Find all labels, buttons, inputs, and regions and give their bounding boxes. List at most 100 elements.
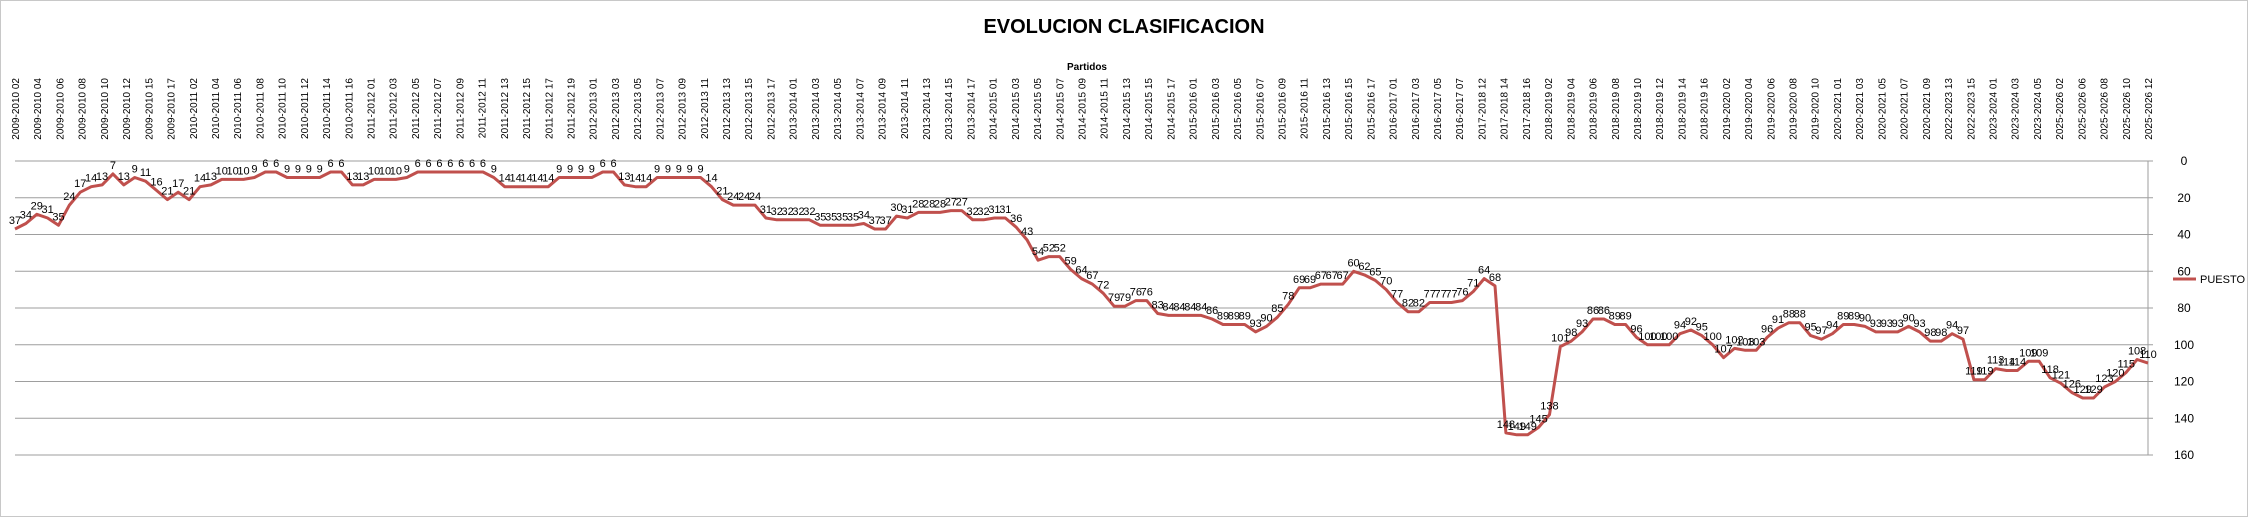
x-tick-label: 2019-2020 06 [1766, 78, 1777, 140]
data-label: 121 [2052, 369, 2070, 381]
data-label: 110 [2139, 349, 2157, 361]
y-axis-ticks: 0 20 40 60 80 100 120 140 160 [2147, 154, 2194, 462]
data-label: 31 [42, 204, 54, 216]
x-tick-label: 2009-2010 15 [144, 78, 155, 140]
data-label: 16 [150, 176, 162, 188]
data-label: 37 [879, 215, 891, 227]
x-tick-label: 2012-2013 13 [722, 78, 733, 140]
x-tick-label: 2011-2012 07 [433, 78, 444, 139]
y-tick-label: 20 [2177, 191, 2191, 205]
data-label: 89 [1609, 311, 1621, 323]
data-label: 97 [1815, 325, 1827, 337]
data-label: 6 [458, 158, 464, 170]
x-tick-label: 2010-2011 02 [189, 78, 200, 139]
x-tick-label: 2015-2016 11 [1300, 78, 1311, 139]
data-label: 98 [1935, 327, 1947, 339]
data-label: 6 [262, 158, 268, 170]
data-label: 32 [803, 206, 815, 218]
data-label: 119 [1965, 366, 1983, 378]
data-label: 24 [727, 191, 739, 203]
x-tick-label: 2009-2010 17 [167, 78, 178, 140]
x-tick-label: 2012-2013 09 [678, 78, 689, 140]
x-tick-label: 2010-2011 04 [211, 78, 222, 139]
data-label: 129 [2074, 384, 2092, 396]
data-label: 88 [1794, 309, 1806, 321]
data-label: 64 [1075, 265, 1087, 277]
data-label: 9 [578, 164, 584, 176]
x-tick-label: 2009-2010 04 [33, 78, 44, 140]
data-label: 95 [1696, 322, 1708, 334]
data-label: 69 [1293, 274, 1305, 286]
data-label: 14 [629, 173, 641, 185]
y-tick-label: 40 [2177, 228, 2191, 242]
data-label: 86 [1206, 305, 1218, 317]
y-tick-label: 120 [2174, 375, 2194, 389]
x-tick-label: 2014-2015 01 [989, 78, 1000, 140]
data-label: 119 [1976, 366, 1994, 378]
data-label: 13 [118, 171, 130, 183]
data-label: 84 [1173, 301, 1185, 313]
x-tick-label: 2009-2010 12 [122, 78, 133, 140]
data-label: 9 [404, 164, 410, 176]
x-tick-label: 2013-2014 17 [966, 78, 977, 140]
data-label: 14 [499, 173, 511, 185]
data-label: 24 [738, 191, 750, 203]
data-label: 82 [1413, 298, 1425, 310]
data-label: 113 [1987, 355, 2005, 367]
data-label: 90 [1859, 312, 1871, 324]
data-label: 32 [967, 206, 979, 218]
data-label: 17 [74, 178, 86, 190]
data-label: 59 [1064, 255, 1076, 267]
data-label: 94 [1674, 320, 1686, 332]
x-tick-label: 2012-2013 15 [744, 78, 755, 140]
data-label: 79 [1108, 292, 1120, 304]
data-label: 70 [1380, 276, 1392, 288]
data-label: 148 [1497, 419, 1515, 431]
data-label: 35 [836, 211, 848, 223]
x-tick-label: 2013-2014 15 [944, 78, 955, 140]
x-tick-label: 2011-2012 09 [455, 78, 466, 139]
y-tick-label: 140 [2174, 411, 2194, 425]
data-label: 89 [1620, 311, 1632, 323]
data-label: 9 [556, 164, 562, 176]
data-label: 89 [1837, 311, 1849, 323]
data-label: 94 [1946, 320, 1958, 332]
data-label: 84 [1195, 301, 1207, 313]
data-label: 10 [390, 165, 402, 177]
data-label: 13 [205, 171, 217, 183]
data-label: 21 [183, 186, 195, 198]
data-label: 17 [172, 178, 184, 190]
x-tick-label: 2014-2015 07 [1055, 78, 1066, 140]
data-label: 37 [9, 215, 21, 227]
data-label: 96 [1630, 323, 1642, 335]
x-tick-label: 2013-2014 13 [922, 78, 933, 140]
x-tick-label: 2009-2010 06 [55, 78, 66, 140]
y-tick-label: 0 [2181, 154, 2188, 168]
data-label: 24 [749, 191, 761, 203]
data-label: 9 [589, 164, 595, 176]
data-label: 67 [1315, 270, 1327, 282]
data-label: 28 [934, 198, 946, 210]
x-tick-label: 2020-2021 07 [1900, 78, 1911, 140]
x-tick-label: 2018-2019 08 [1611, 78, 1622, 140]
data-label: 64 [1478, 265, 1490, 277]
data-label: 32 [792, 206, 804, 218]
data-label: 43 [1021, 226, 1033, 238]
x-tick-label: 2023-2024 01 [1988, 78, 1999, 140]
data-label: 13 [96, 171, 108, 183]
x-tick-label: 2022-2023 13 [1944, 78, 1955, 140]
x-tick-label: 2017-2018 12 [1477, 78, 1488, 140]
x-tick-label: 2018-2019 12 [1655, 78, 1666, 140]
data-label: 97 [1957, 325, 1969, 337]
data-label: 21 [161, 186, 173, 198]
legend-label: PUESTO [2200, 274, 2245, 286]
x-tick-label: 2016-2017 03 [1411, 78, 1422, 140]
data-label: 77 [1435, 288, 1447, 300]
data-label: 9 [251, 164, 257, 176]
x-tick-label: 2018-2019 10 [1633, 78, 1644, 140]
y-tick-label: 100 [2174, 338, 2194, 352]
data-label: 32 [782, 206, 794, 218]
data-label: 71 [1467, 277, 1479, 289]
x-tick-label: 2013-2014 03 [811, 78, 822, 140]
